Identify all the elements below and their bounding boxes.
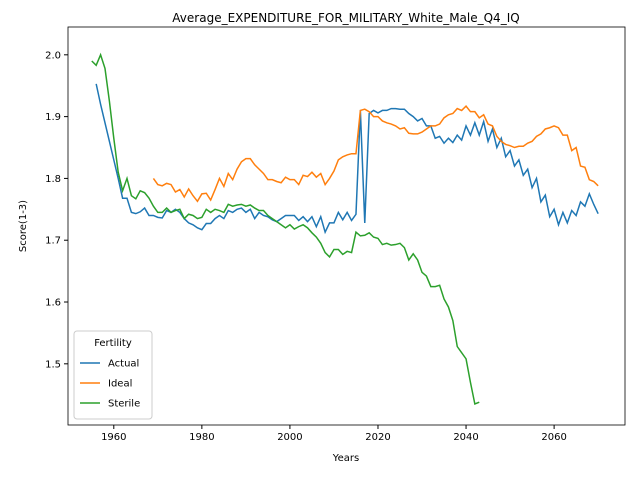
line-series — [95, 83, 599, 235]
line-series — [91, 52, 480, 406]
legend-label: Sterile — [108, 399, 140, 410]
chart-title: Average_EXPENDITURE_FOR_MILITARY_White_M… — [172, 11, 519, 25]
y-tick-label: 1.5 — [45, 359, 61, 370]
y-tick-label: 2.0 — [45, 50, 61, 61]
x-tick-label: 1960 — [101, 432, 126, 443]
x-axis-label: Years — [332, 453, 359, 464]
line-series — [152, 104, 599, 203]
x-tick-label: 2020 — [365, 432, 390, 443]
y-tick-label: 1.7 — [45, 236, 61, 247]
plot-frame — [67, 26, 626, 426]
x-tick-label: 2000 — [277, 432, 302, 443]
x-tick-label: 2040 — [453, 432, 478, 443]
legend-title: Fertility — [94, 338, 132, 349]
x-tick-label: 2060 — [541, 432, 566, 443]
y-tick-label: 1.6 — [45, 298, 61, 309]
legend-box — [73, 330, 153, 420]
legend-label: Actual — [108, 359, 139, 370]
y-tick-label: 1.8 — [45, 174, 61, 185]
legend-label: Ideal — [108, 379, 132, 390]
x-tick-label: 1980 — [189, 432, 214, 443]
y-tick-label: 1.9 — [45, 112, 61, 123]
y-axis-label: Score(1-3) — [18, 200, 29, 252]
